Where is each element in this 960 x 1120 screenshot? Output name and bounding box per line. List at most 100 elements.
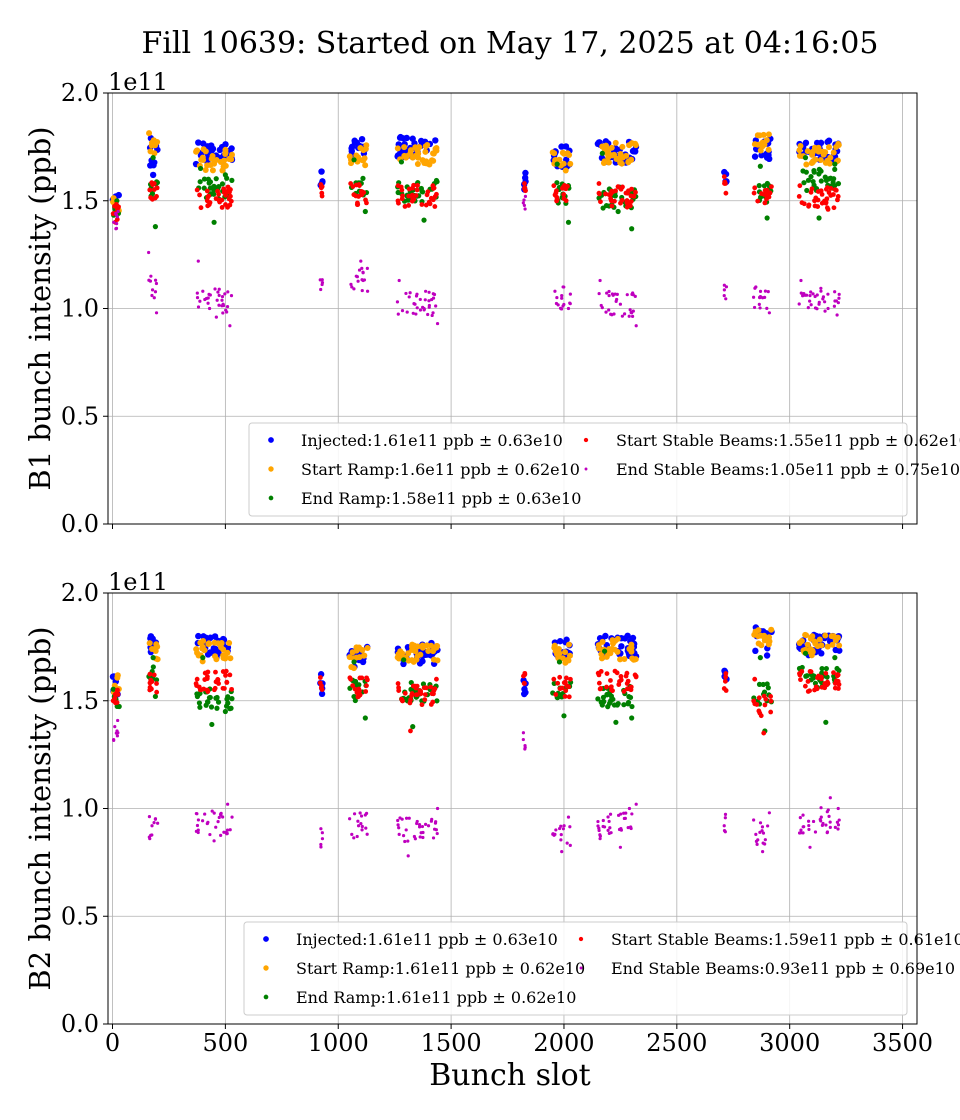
b2-point-injected xyxy=(521,690,528,698)
b2-point-end-stable-beams xyxy=(228,828,232,832)
b1-point-start-ramp xyxy=(561,150,568,157)
b1-point-end-stable-beams xyxy=(115,222,119,226)
b2-point-end-ramp xyxy=(832,655,838,661)
b1-point-start-ramp xyxy=(809,151,816,158)
b1-point-end-stable-beams xyxy=(809,303,813,307)
b1-point-start-stable-beams xyxy=(402,204,408,209)
b2-point-start-ramp xyxy=(220,652,227,659)
b2-point-end-stable-beams xyxy=(196,818,201,822)
b1-point-start-stable-beams xyxy=(522,186,527,192)
b2-point-start-stable-beams xyxy=(836,682,842,687)
b1-point-end-stable-beams xyxy=(758,289,763,293)
b2-point-end-ramp xyxy=(595,696,601,702)
b1-point-end-stable-beams xyxy=(724,297,728,301)
b1-legend-label-injected: Injected:1.61e11 ppb ± 0.63e10 xyxy=(301,431,563,450)
b1-point-start-stable-beams xyxy=(413,193,419,198)
b1-point-end-ramp xyxy=(351,157,357,163)
b1-point-end-stable-beams xyxy=(634,324,638,328)
b2-point-start-ramp xyxy=(399,650,406,657)
b2-point-end-stable-beams xyxy=(606,815,610,819)
b2-point-end-stable-beams xyxy=(205,821,209,826)
b1-point-start-stable-beams xyxy=(194,187,200,193)
b1-point-start-stable-beams xyxy=(353,182,359,188)
b2-point-start-stable-beams xyxy=(224,680,230,685)
b2-point-start-stable-beams xyxy=(409,691,415,696)
b1-point-end-stable-beams xyxy=(201,289,205,293)
b2-point-injected xyxy=(602,632,609,640)
b1-point-start-stable-beams xyxy=(217,199,223,205)
b2-point-start-stable-beams xyxy=(756,695,762,701)
b1-point-end-stable-beams xyxy=(802,291,806,296)
b2-point-start-ramp xyxy=(595,642,602,649)
b1-point-start-ramp xyxy=(202,148,209,155)
b2-x-tick-label: 3500 xyxy=(872,1029,933,1057)
b2-point-end-stable-beams xyxy=(359,814,364,818)
b1-point-start-stable-beams xyxy=(552,192,558,198)
b1-point-start-ramp xyxy=(560,160,567,167)
b2-point-start-ramp xyxy=(617,656,624,663)
b2-point-end-stable-beams xyxy=(415,819,419,824)
b1-point-end-stable-beams xyxy=(752,305,757,310)
b2-point-end-ramp xyxy=(434,698,440,704)
b2-point-end-ramp xyxy=(627,694,634,701)
b2-point-start-ramp xyxy=(755,633,762,640)
b2-point-end-stable-beams xyxy=(225,832,229,836)
b2-point-end-stable-beams xyxy=(396,823,400,827)
b1-point-end-stable-beams xyxy=(154,311,159,315)
b2-point-start-ramp xyxy=(562,649,569,656)
b1-point-injected xyxy=(353,139,361,146)
b1-point-end-stable-beams xyxy=(815,307,819,311)
b2-point-start-stable-beams xyxy=(721,686,727,691)
b2-x-tick-label: 500 xyxy=(202,1029,248,1057)
b1-point-start-stable-beams xyxy=(356,194,361,199)
b2-point-end-stable-beams xyxy=(755,842,759,847)
b2-point-end-ramp xyxy=(760,681,766,688)
b1-point-end-ramp xyxy=(197,165,204,172)
b2-point-start-stable-beams xyxy=(428,684,434,690)
b1-point-start-stable-beams xyxy=(223,202,228,207)
b2-point-start-stable-beams xyxy=(154,681,159,686)
b1-point-start-ramp xyxy=(817,156,824,163)
b1-point-end-ramp xyxy=(816,166,822,172)
b2-point-end-stable-beams xyxy=(360,828,364,832)
b2-x-tick-label: 2000 xyxy=(533,1029,594,1057)
b1-point-end-stable-beams xyxy=(423,298,427,302)
b2-point-start-stable-beams xyxy=(204,676,210,682)
b1-point-injected xyxy=(149,171,157,179)
b1-point-end-stable-beams xyxy=(431,292,435,296)
b1-point-end-stable-beams xyxy=(809,290,813,294)
b2-x-tick-label: 1500 xyxy=(421,1029,482,1057)
b2-point-start-stable-beams xyxy=(407,700,413,706)
b1-point-end-stable-beams xyxy=(203,297,207,302)
b2-point-end-stable-beams xyxy=(767,811,771,815)
b2-point-start-ramp xyxy=(199,643,206,650)
b1-point-end-stable-beams xyxy=(224,308,228,312)
b2-point-end-stable-beams xyxy=(397,826,401,830)
b2-point-start-stable-beams xyxy=(357,688,362,694)
b1-point-end-stable-beams xyxy=(815,293,819,297)
b1-legend-marker-end-ramp xyxy=(268,495,274,501)
b1-point-end-stable-beams xyxy=(153,278,158,282)
b2-point-start-ramp xyxy=(814,643,821,650)
b1-point-start-ramp xyxy=(357,145,364,152)
b1-point-start-stable-beams xyxy=(815,189,821,194)
b2-point-end-stable-beams xyxy=(434,828,438,832)
b2-point-end-stable-beams xyxy=(210,809,214,813)
b1-point-start-stable-beams xyxy=(809,186,815,192)
b2-legend-marker-end-ramp xyxy=(263,994,269,1000)
b2-point-end-stable-beams xyxy=(561,827,565,831)
b1-point-start-stable-beams xyxy=(213,196,219,202)
b2-point-end-stable-beams xyxy=(397,832,401,836)
b1-point-start-stable-beams xyxy=(831,205,837,211)
b2-point-start-stable-beams xyxy=(822,685,828,691)
b1-point-start-stable-beams xyxy=(216,191,222,197)
b2-legend-label-start-ramp: Start Ramp:1.61e11 ppb ± 0.62e10 xyxy=(296,959,585,978)
b2-point-end-ramp xyxy=(608,693,615,699)
b2-point-start-stable-beams xyxy=(396,685,401,691)
b2-point-end-stable-beams xyxy=(833,825,837,829)
b2-point-end-stable-beams xyxy=(412,834,417,839)
b1-point-start-stable-beams xyxy=(409,192,415,198)
b1-point-start-stable-beams xyxy=(154,194,159,199)
b2-point-start-stable-beams xyxy=(428,702,434,707)
b1-point-end-stable-beams xyxy=(214,315,218,319)
